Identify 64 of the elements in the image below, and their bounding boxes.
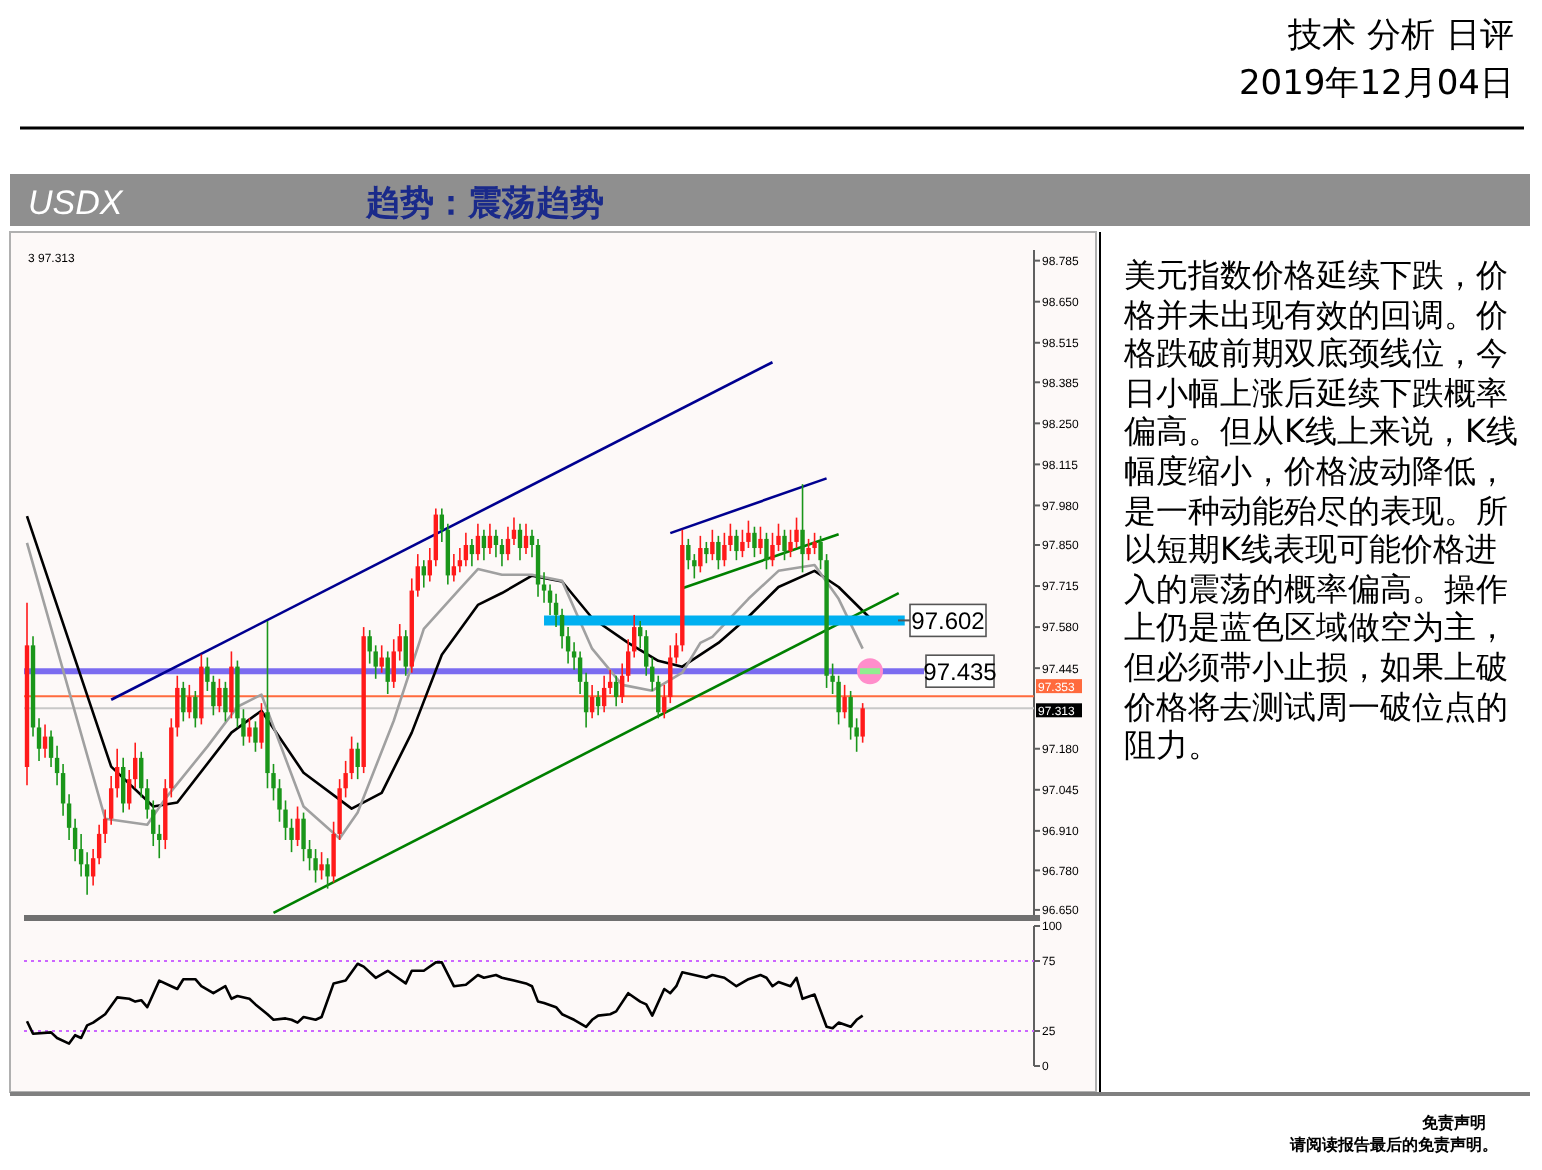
candlestick [181,681,186,723]
candlestick [325,857,330,890]
candlestick [686,538,691,571]
candlestick [295,805,300,847]
candlestick [187,684,192,720]
candlestick [301,811,306,863]
text: 免责声明 [1422,1112,1486,1134]
candlestick [806,538,811,561]
candlestick [535,538,541,598]
candlestick [595,690,601,717]
candlestick [499,538,505,568]
candlestick [752,525,757,558]
candlestick [722,532,727,568]
candlestick [764,532,769,571]
candlestick [313,848,318,884]
candlestick [217,677,222,714]
candlestick [385,650,390,695]
candlestick [758,525,763,555]
candlestick [451,553,457,583]
candlestick [229,650,234,720]
candlestick [800,483,805,574]
candlestick [716,535,721,571]
candlestick [740,528,745,558]
candlestick [704,541,709,565]
candlestick [734,528,739,561]
candlestick [698,535,703,574]
line-series [25,541,864,840]
candlestick [319,851,324,881]
ref-line-label: 97.435 [923,658,998,687]
line-series [25,514,870,810]
candlestick [517,522,523,561]
annotation: 97.602 [911,607,986,636]
chart-title: USDX [28,184,124,222]
candlestick [469,538,475,568]
candlestick [710,528,715,561]
candlestick [259,702,264,750]
candlestick [601,674,607,714]
candlestick [860,702,865,744]
candlestick [253,720,258,753]
candlestick [193,690,198,729]
candlestick [770,532,775,568]
candlestick [463,532,469,568]
line-series [25,961,864,1045]
text: 请阅读报告最后的免责声明。 [1290,1134,1498,1156]
candlestick [782,528,787,561]
candlestick [493,528,499,558]
candlestick [223,681,228,723]
candlestick [421,559,426,589]
text: 2019年12月04日 [1238,62,1514,106]
candlestick [613,674,619,707]
candlestick [475,522,481,561]
candlestick [355,741,360,780]
text: 美元指数价格延续下跌，价格并未出现有效的回调。价格跌破前期双底颈线位，今日小幅上涨后延续下跌概率偏高。但从K线上来说，K线幅度缩小，价格波动降低，是一种动能殆尽的表现。所以短期K线表现可能价格进入的震荡的概率偏高。操作上仍是蓝色区域做空为主，但必须带小止损，如果上破价格将去测试周一破位点的阻力。 [1124,256,1518,765]
text: 技术 分析 日评 [1288,14,1514,58]
candlestick [403,629,408,677]
candlestick [812,532,817,555]
candlestick [589,684,595,720]
candlestick [746,519,751,549]
candlestick [842,684,847,720]
candlestick [247,717,252,744]
candlestick [379,644,384,674]
chart-subtitle: 趋势：震荡趋势 [364,184,604,224]
candlestick [505,525,511,561]
candlestick [794,516,799,549]
